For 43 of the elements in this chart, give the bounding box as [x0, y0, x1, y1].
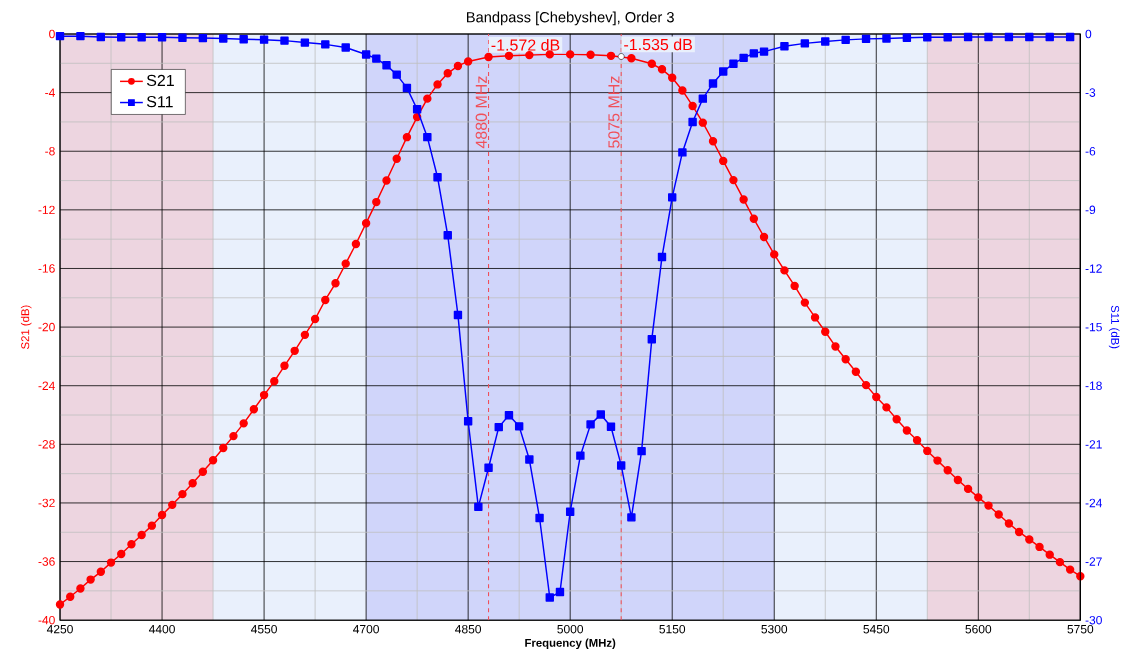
- chart-title: Bandpass [Chebyshev], Order 3: [467, 11, 674, 26]
- legend-label: S11: [146, 96, 173, 108]
- annotation: -1.535 dB: [624, 38, 692, 51]
- x-axis-title: Frequency (MHz): [525, 638, 616, 650]
- y-tick-label: -28: [38, 440, 55, 449]
- x-tick-label: 4850: [455, 624, 482, 634]
- x-tick-label: 5750: [1067, 624, 1094, 634]
- y2-tick-label: -12: [1085, 264, 1102, 273]
- y-tick-label: -12: [38, 205, 55, 215]
- x-tick-label: 5150: [659, 624, 686, 634]
- y2-tick-label: -15: [1085, 322, 1102, 332]
- y2-tick-label: -21: [1085, 440, 1102, 449]
- x-tick-label: 4250: [46, 624, 73, 634]
- y-tick-label: 0: [49, 29, 55, 39]
- y-tick-label: -20: [38, 322, 55, 332]
- y2-tick-label: -24: [1085, 498, 1103, 508]
- y2-tick-label: -9: [1085, 205, 1096, 215]
- ref-line-label: 4880 MHz: [475, 76, 487, 149]
- y2-tick-label: -27: [1085, 557, 1102, 566]
- x-tick-label: 4550: [251, 624, 277, 634]
- x-tick-label: 5600: [965, 624, 992, 634]
- x-tick-label: 4400: [148, 624, 175, 634]
- y2-axis-title: S11 (dB): [1108, 305, 1120, 349]
- ref-line-label: 5075 MHz: [608, 76, 620, 148]
- y-tick-label: -40: [38, 615, 55, 625]
- y2-tick-label: -3: [1085, 88, 1096, 97]
- x-tick-label: 5450: [863, 624, 890, 634]
- y-tick-label: -16: [38, 264, 55, 273]
- y-tick-label: -36: [38, 557, 55, 566]
- x-tick-label: 4700: [353, 624, 379, 634]
- legend-label: S21: [146, 74, 174, 87]
- y-tick-label: -8: [45, 147, 55, 156]
- annotation: -1.572 dB: [491, 39, 560, 51]
- y2-tick-label: -6: [1085, 147, 1096, 156]
- y-axis-title: S21 (dB): [20, 305, 32, 349]
- x-tick-label: 5300: [761, 624, 788, 634]
- y2-tick-label: -18: [1085, 381, 1102, 391]
- x-tick-label: 5000: [557, 624, 584, 634]
- y-tick-label: -32: [38, 498, 55, 508]
- y2-tick-label: 0: [1085, 29, 1092, 39]
- y-tick-label: -24: [38, 381, 55, 390]
- y2-tick-label: -30: [1085, 615, 1102, 625]
- y-tick-label: -4: [45, 88, 55, 97]
